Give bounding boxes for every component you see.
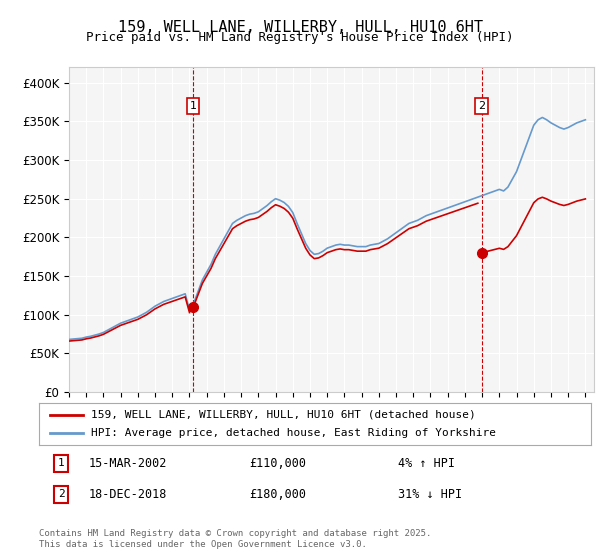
Text: HPI: Average price, detached house, East Riding of Yorkshire: HPI: Average price, detached house, East… xyxy=(91,428,496,438)
Text: 2: 2 xyxy=(58,489,64,499)
Text: £180,000: £180,000 xyxy=(249,488,306,501)
Text: £110,000: £110,000 xyxy=(249,457,306,470)
Text: 31% ↓ HPI: 31% ↓ HPI xyxy=(398,488,462,501)
Text: Price paid vs. HM Land Registry's House Price Index (HPI): Price paid vs. HM Land Registry's House … xyxy=(86,31,514,44)
Text: 159, WELL LANE, WILLERBY, HULL, HU10 6HT (detached house): 159, WELL LANE, WILLERBY, HULL, HU10 6HT… xyxy=(91,410,476,420)
Text: 2: 2 xyxy=(478,101,485,111)
Text: 18-DEC-2018: 18-DEC-2018 xyxy=(89,488,167,501)
Text: Contains HM Land Registry data © Crown copyright and database right 2025.
This d: Contains HM Land Registry data © Crown c… xyxy=(39,529,431,549)
Text: 1: 1 xyxy=(58,459,64,468)
Text: 4% ↑ HPI: 4% ↑ HPI xyxy=(398,457,455,470)
Text: 159, WELL LANE, WILLERBY, HULL, HU10 6HT: 159, WELL LANE, WILLERBY, HULL, HU10 6HT xyxy=(118,20,482,35)
Text: 15-MAR-2002: 15-MAR-2002 xyxy=(89,457,167,470)
Text: 1: 1 xyxy=(190,101,197,111)
